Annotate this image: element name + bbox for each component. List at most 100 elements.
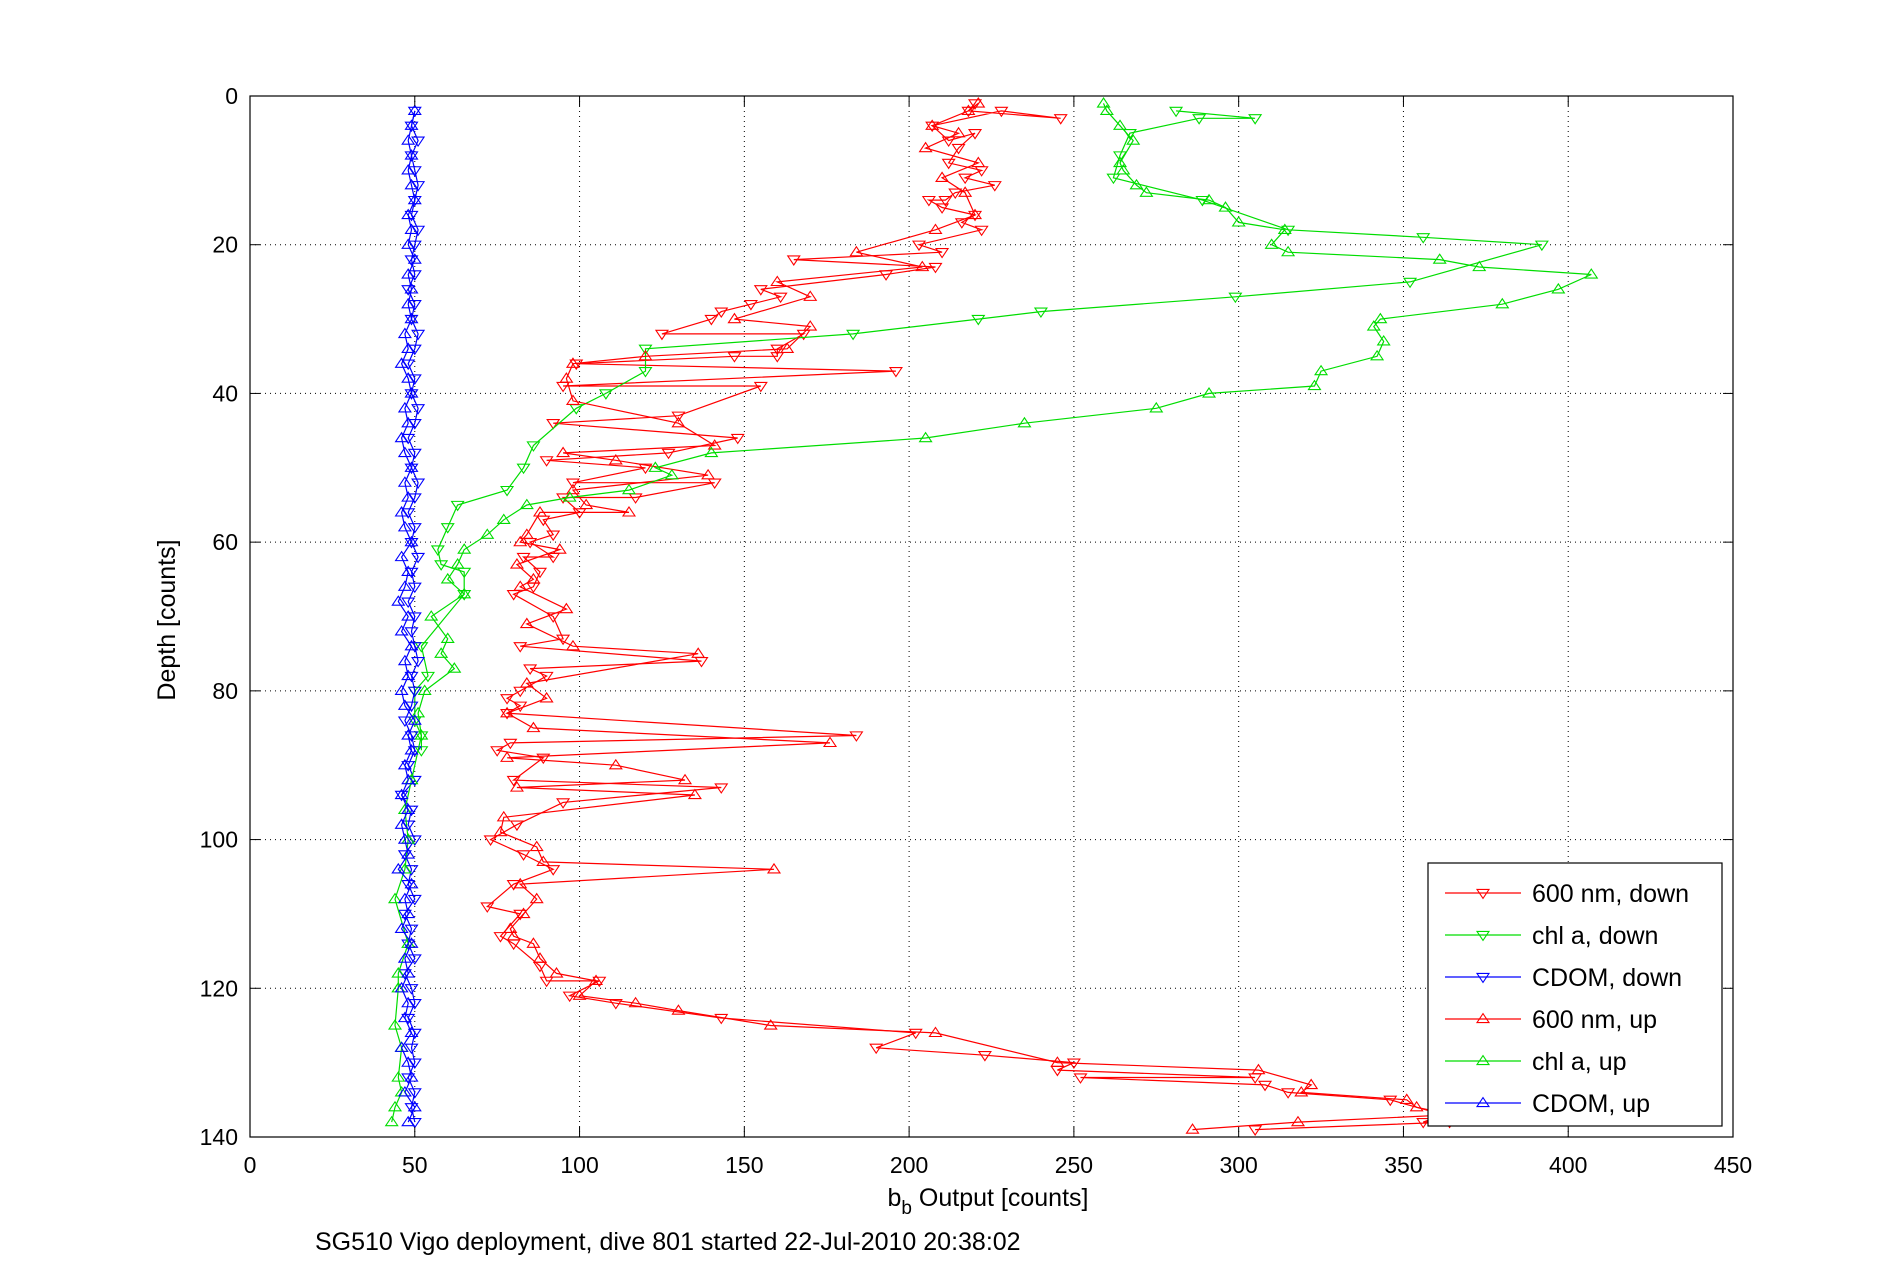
data-point	[513, 642, 528, 653]
legend-marker	[1475, 930, 1491, 942]
data-point	[773, 292, 788, 304]
data-point	[391, 967, 406, 978]
data-point	[394, 818, 409, 829]
data-point	[394, 684, 409, 696]
legend-item: CDOM, up	[1445, 1090, 1650, 1118]
data-point	[496, 513, 511, 524]
data-point	[664, 468, 679, 480]
data-point	[407, 894, 422, 906]
data-point	[397, 520, 412, 532]
data-point	[766, 862, 782, 874]
data-point	[727, 352, 742, 363]
data-point	[1248, 1125, 1263, 1136]
data-point	[407, 253, 422, 264]
data-point	[1033, 307, 1048, 319]
data-point	[401, 773, 416, 785]
data-point	[786, 255, 801, 266]
data-point	[546, 865, 561, 876]
data-point	[424, 610, 439, 621]
data-point	[420, 671, 435, 683]
data-point	[414, 729, 429, 740]
data-point	[1403, 277, 1418, 289]
data-point	[394, 624, 409, 636]
data-point	[401, 268, 416, 279]
data-point	[565, 357, 580, 368]
data-point	[803, 290, 818, 301]
data-point	[401, 491, 416, 502]
legend: 600 nm, down chl a, down CDOM, down 600 nm,…	[1427, 862, 1723, 1127]
data-point	[509, 781, 524, 792]
data-point	[404, 314, 419, 326]
data-point	[938, 195, 953, 207]
data-point	[1248, 114, 1263, 125]
legend-marker	[1475, 1096, 1491, 1108]
legend-label: chl a, down	[1532, 922, 1658, 950]
data-point	[572, 989, 587, 1000]
y-tick-label: 60	[212, 529, 238, 555]
data-point	[404, 387, 419, 398]
data-point	[401, 996, 416, 1008]
y-tick-label: 20	[212, 232, 238, 258]
legend-label: CDOM, down	[1532, 964, 1682, 992]
data-point	[391, 1071, 406, 1082]
data-point	[915, 260, 930, 272]
data-point	[407, 104, 422, 116]
data-point	[404, 223, 419, 234]
data-point	[440, 572, 455, 584]
data-point	[526, 937, 541, 948]
data-point	[638, 463, 653, 475]
data-point	[496, 810, 511, 822]
data-point	[500, 706, 515, 718]
data-point	[770, 275, 785, 287]
data-point	[401, 565, 416, 577]
data-point	[565, 639, 580, 651]
data-point	[556, 446, 571, 458]
data-point	[1551, 282, 1566, 294]
data-point	[407, 523, 422, 534]
legend-item: chl a, down	[1445, 922, 1658, 950]
data-point	[503, 738, 518, 750]
data-point	[1073, 1073, 1088, 1084]
y-tick-label: 80	[212, 678, 238, 704]
data-point	[404, 671, 419, 683]
data-point	[707, 439, 722, 450]
data-point	[401, 208, 416, 220]
series-line	[414, 110, 1543, 751]
x-tick-label: 150	[725, 1152, 763, 1178]
data-point	[701, 468, 716, 480]
data-point	[1277, 223, 1292, 234]
data-point	[411, 706, 426, 718]
data-point	[404, 1043, 419, 1055]
data-point	[948, 188, 963, 200]
data-point	[404, 149, 419, 160]
data-point	[401, 907, 416, 919]
data-point	[918, 141, 933, 153]
data-point	[457, 587, 472, 599]
data-point	[483, 835, 498, 846]
data-point	[1096, 97, 1111, 108]
data-point	[404, 1026, 419, 1038]
data-point	[562, 491, 577, 502]
x-tick-label: 0	[244, 1152, 257, 1178]
data-point	[1495, 297, 1510, 309]
data-point	[457, 543, 472, 554]
data-point	[411, 404, 426, 415]
data-point	[434, 647, 449, 658]
data-point	[628, 996, 643, 1008]
data-point	[404, 461, 419, 472]
data-point	[589, 974, 604, 985]
data-point	[925, 119, 940, 130]
data-point	[513, 580, 528, 591]
data-point	[1113, 119, 1128, 130]
data-point	[404, 463, 419, 475]
data-point	[536, 753, 551, 765]
data-point	[621, 483, 637, 495]
y-tick-label: 0	[225, 83, 238, 109]
data-point	[404, 178, 419, 190]
data-point	[407, 954, 422, 965]
data-point	[714, 1013, 729, 1025]
data-point	[394, 788, 409, 800]
data-point	[552, 543, 567, 554]
data-point	[394, 922, 409, 933]
